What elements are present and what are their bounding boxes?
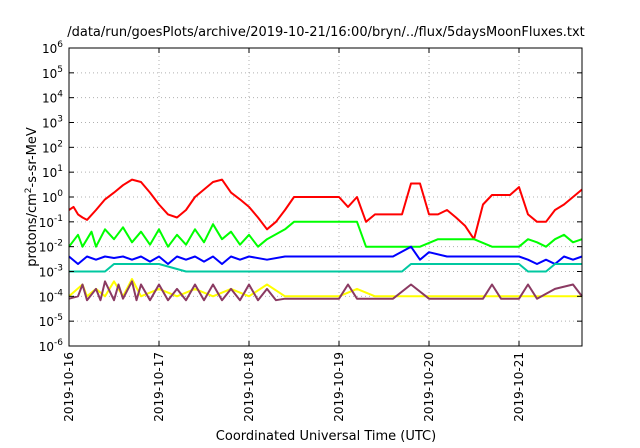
y-tick-base: 10 — [42, 166, 57, 180]
y-tick-label: 10-2 — [39, 239, 63, 255]
series-line-3 — [68, 245, 583, 265]
x-tick-label: 2019-10-17 — [152, 352, 166, 422]
y-tick-base: 10 — [42, 42, 57, 56]
y-tick-label: 101 — [42, 164, 63, 180]
y-tick-label: 10-5 — [39, 313, 63, 329]
y-tick-exponent: 6 — [57, 40, 63, 50]
y-axis-label-rest: -s-sr-MeV — [25, 127, 40, 187]
y-tick-base: 10 — [39, 290, 54, 304]
y-tick-exponent: -5 — [54, 313, 63, 323]
y-tick-exponent: 5 — [57, 65, 63, 75]
y-tick-exponent: 0 — [57, 189, 63, 199]
y-tick-label: 100 — [42, 189, 63, 205]
y-axis-ticks: 10-610-510-410-310-210-11001011021031041… — [39, 40, 582, 354]
y-tick-exponent: 1 — [57, 164, 63, 174]
y-tick-base: 10 — [42, 191, 57, 205]
y-tick-label: 104 — [42, 90, 63, 106]
y-tick-base: 10 — [39, 340, 54, 354]
series-line-1 — [68, 178, 583, 241]
y-tick-exponent: -6 — [54, 338, 63, 348]
y-tick-label: 103 — [42, 115, 63, 131]
y-tick-exponent: -4 — [54, 288, 63, 298]
x-tick-label: 2019-10-19 — [332, 352, 346, 422]
x-tick-label: 2019-10-21 — [512, 352, 526, 422]
y-tick-label: 102 — [42, 139, 63, 155]
series-group — [68, 178, 583, 302]
y-tick-exponent: -1 — [54, 214, 63, 224]
series-line-2 — [68, 220, 583, 248]
y-tick-base: 10 — [42, 141, 57, 155]
y-axis-label-main: protons/cm — [25, 193, 40, 267]
y-tick-base: 10 — [39, 266, 54, 280]
y-tick-base: 10 — [42, 67, 57, 81]
y-tick-base: 10 — [42, 92, 57, 106]
y-tick-base: 10 — [39, 241, 54, 255]
x-tick-label: 2019-10-16 — [62, 352, 76, 422]
y-tick-base: 10 — [39, 216, 54, 230]
y-tick-label: 10-4 — [39, 288, 64, 304]
y-tick-label: 10-3 — [39, 264, 63, 280]
x-axis-ticks: 2019-10-16 2019-10-17 2019-10-18 2019-10-19… — [62, 48, 526, 422]
y-axis-label-sup: 2 — [24, 187, 34, 193]
y-tick-base: 10 — [42, 117, 57, 131]
y-tick-base: 10 — [39, 315, 54, 329]
y-tick-exponent: 2 — [57, 139, 63, 149]
y-tick-exponent: -2 — [54, 239, 63, 249]
x-tick-label: 2019-10-18 — [242, 352, 256, 422]
y-tick-label: 10-6 — [39, 338, 64, 354]
y-tick-exponent: 4 — [57, 90, 63, 100]
x-axis-label: Coordinated Universal Time (UTC) — [216, 429, 436, 444]
x-tick-label: 2019-10-20 — [422, 352, 436, 422]
y-axis-label: protons/cm2-s-sr-MeV — [24, 127, 40, 267]
y-tick-exponent: -3 — [54, 264, 63, 274]
series-line-6 — [68, 280, 583, 302]
chart-title: /data/run/goesPlots/archive/2019-10-21/1… — [67, 25, 585, 40]
y-tick-label: 106 — [42, 40, 63, 56]
series-line-5 — [68, 278, 582, 298]
y-tick-label: 10-1 — [39, 214, 63, 230]
y-tick-exponent: 3 — [57, 115, 63, 125]
y-tick-label: 105 — [42, 65, 63, 81]
series-line-4 — [69, 263, 582, 273]
